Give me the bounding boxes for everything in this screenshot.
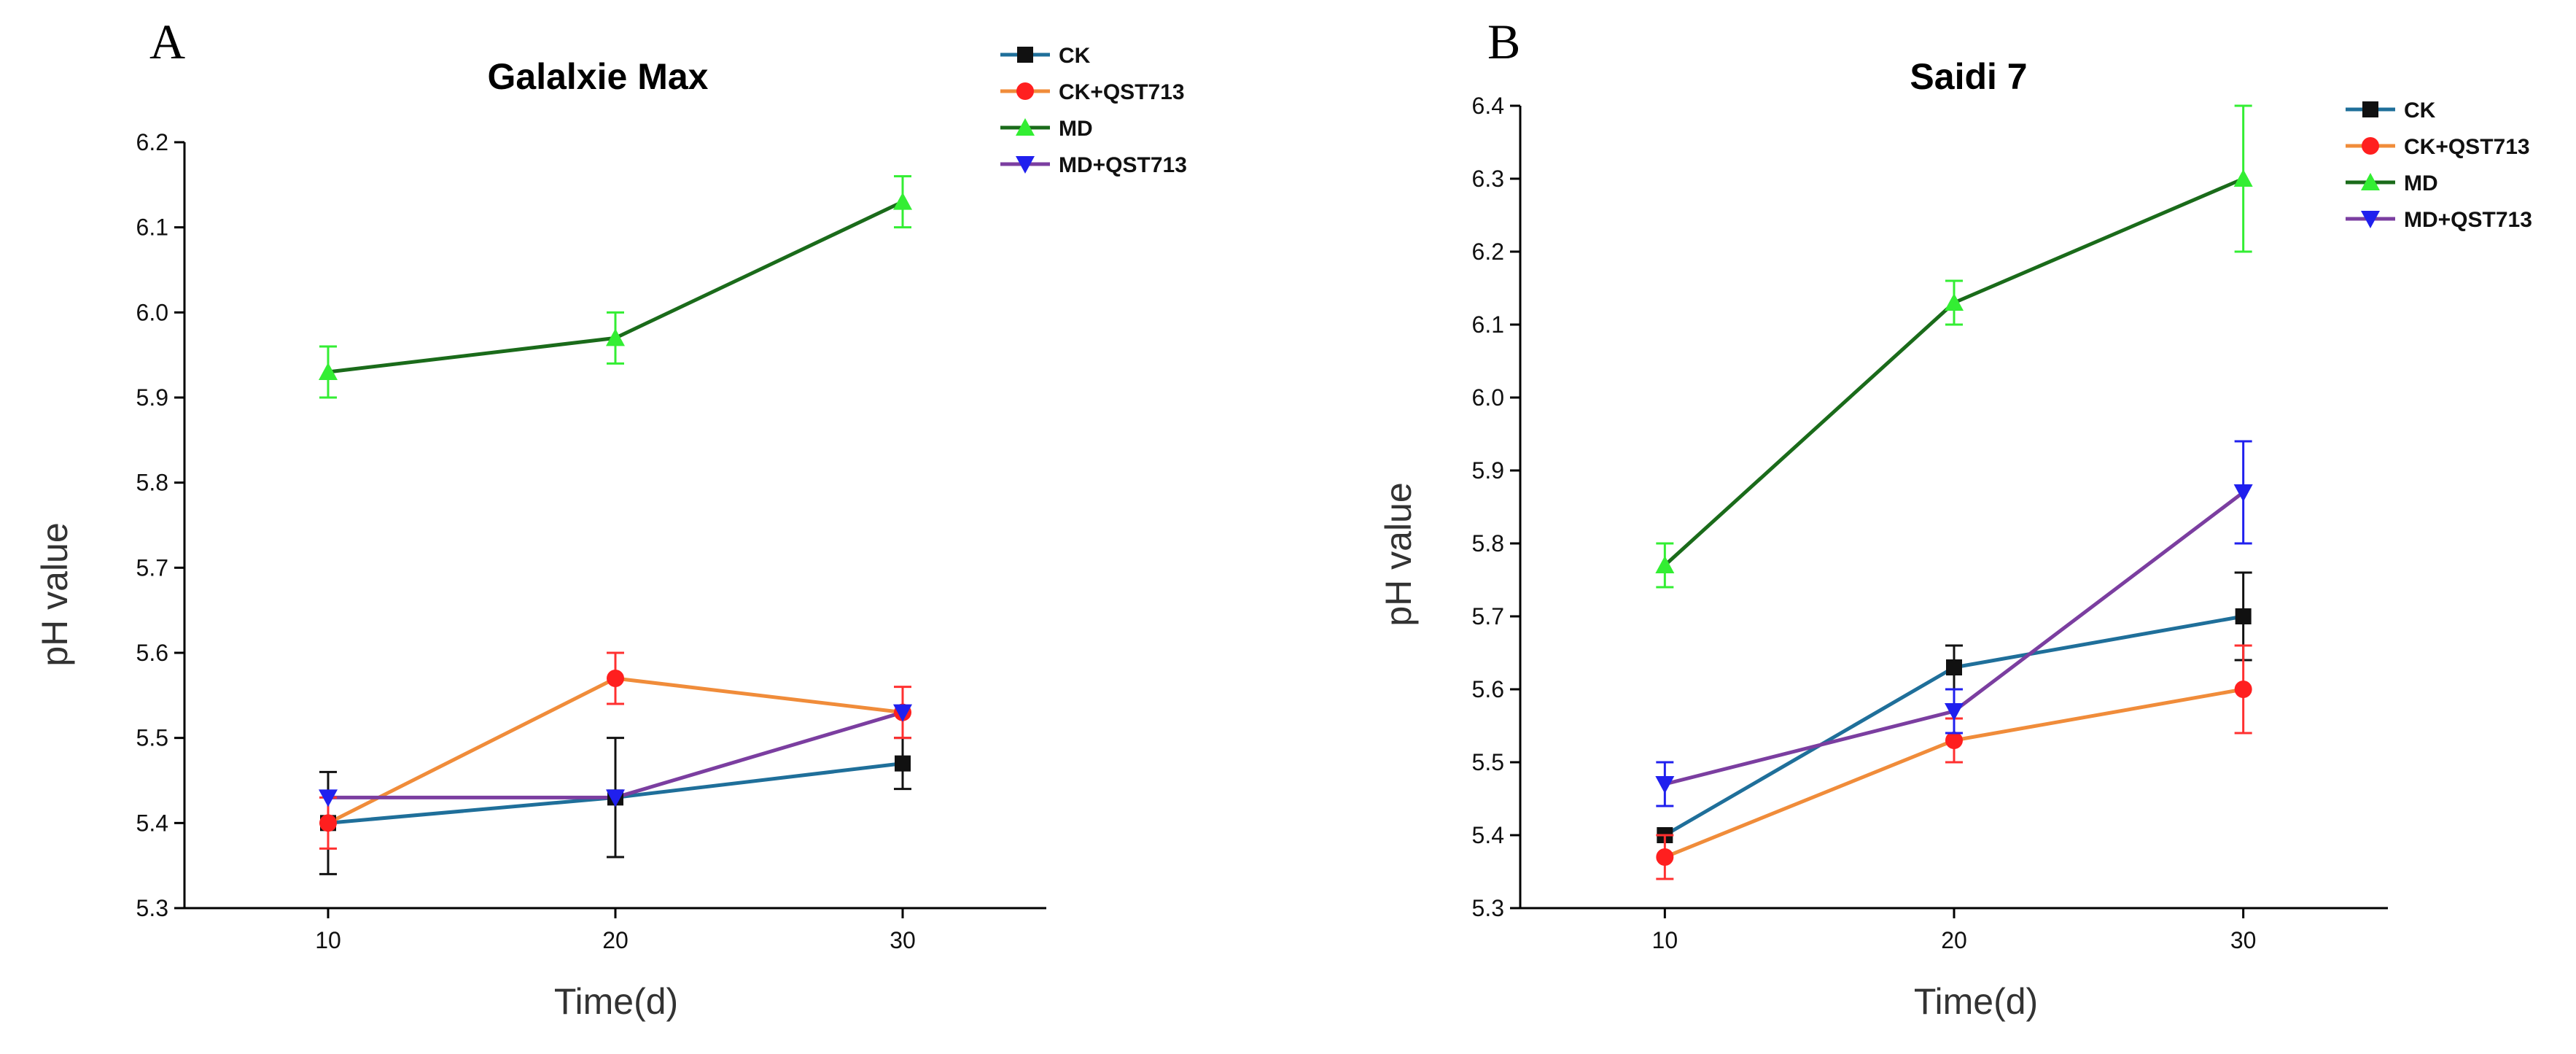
panel-a-legend-md-qst713-marker <box>1016 156 1035 174</box>
panel-b-legend-md-qst713-marker <box>2361 211 2380 228</box>
panel-b-y-tick-label-4: 5.7 <box>1472 603 1504 629</box>
panel-a-series-md-qst713-point-2 <box>893 704 912 722</box>
panel-b-series-ck-qst713-point-1 <box>1945 732 1963 749</box>
panel-b-series-ck-qst713-point-2 <box>2234 681 2252 698</box>
panel-b-y-tick-label-3: 5.6 <box>1472 676 1504 702</box>
panel-a-legend-ck-label: CK <box>1059 44 1091 68</box>
panel-a-x-axis-label: Time(d) <box>554 981 678 1022</box>
panel-a-series-ck-point-2 <box>895 755 911 772</box>
panel-b-legend-item-ck: CK <box>2346 98 2436 123</box>
panel-b-title: Saidi 7 <box>1910 56 2027 97</box>
panel-b-x-tick-label-2: 30 <box>2230 927 2257 953</box>
panel-a-y-tick-label-2: 5.5 <box>136 725 168 751</box>
panel-a-y-tick-label-8: 6.1 <box>136 214 168 241</box>
panel-a: A Galalxie Max 5.3 5.4 5.5 5.6 5.7 5.8 5.9 6.0 6… <box>34 14 1187 1022</box>
panel-b-series-ck-point-2 <box>2235 608 2252 624</box>
panel-a-plot: 5.3 5.4 5.5 5.6 5.7 5.8 5.9 6.0 6.1 6.2 10 20 30 <box>136 129 1046 953</box>
panel-b-y-tick-label-6: 5.9 <box>1472 457 1504 484</box>
panel-a-legend-ck-qst713-marker <box>1016 82 1034 100</box>
panel-b-y-tick-label-2: 5.5 <box>1472 749 1504 775</box>
panel-b-x-tick-label-1: 20 <box>1941 927 1967 953</box>
panel-a-y-tick-label-7: 6.0 <box>136 299 168 325</box>
panel-a-legend-ck-qst713-label: CK+QST713 <box>1059 80 1185 104</box>
panel-b-series-md-qst713-point-2 <box>2233 484 2253 502</box>
panel-b-legend-md-marker <box>2361 173 2380 190</box>
panel-b-legend-ck-qst713-label: CK+QST713 <box>2404 135 2530 159</box>
panel-a-legend-item-ck: CK <box>1000 44 1091 68</box>
panel-b-letter: B <box>1487 14 1520 69</box>
panel-a-legend-md-qst713-label: MD+QST713 <box>1059 153 1187 177</box>
panel-b-series-md-point-1 <box>1945 293 1964 311</box>
panel-b-legend-item-md-qst713: MD+QST713 <box>2346 208 2532 232</box>
panel-b-legend-md-label: MD <box>2404 171 2438 195</box>
panel-b-legend-item-md: MD <box>2346 171 2438 195</box>
panel-a-legend-md-marker <box>1016 118 1035 136</box>
panel-b-series-md-point-2 <box>2233 169 2253 187</box>
panel-b-plot: 5.3 5.4 5.5 5.6 5.7 5.8 5.9 6.0 6.1 6.2 6.3 6.4 10 20… <box>1472 93 2388 953</box>
panel-b-legend-ck-marker <box>2362 101 2378 117</box>
panel-b-y-tick-label-0: 5.3 <box>1472 895 1504 921</box>
panel-a-series-md-point-2 <box>893 192 912 210</box>
panel-a-legend-ck-marker <box>1017 47 1033 63</box>
panel-a-y-tick-label-1: 5.4 <box>136 810 168 836</box>
panel-a-y-tick-label-5: 5.8 <box>136 470 168 496</box>
panel-b-series-ck-qst713-point-0 <box>1656 848 1674 866</box>
panel-b-series-md-qst713-point-0 <box>1655 776 1675 794</box>
panel-b: B Saidi 7 5.3 5.4 5.5 5.6 5.7 5.8 5.9 6.0 6.1 6.2… <box>1378 14 2532 1022</box>
panel-a-series-ck-qst713-point-1 <box>607 670 624 687</box>
panel-a-x-tick-label-2: 30 <box>890 927 916 953</box>
panel-a-legend: CK CK+QST713 MD MD+QST713 <box>1000 44 1187 177</box>
panel-a-y-tick-label-6: 5.9 <box>136 384 168 411</box>
panel-b-y-tick-label-9: 6.2 <box>1472 239 1504 265</box>
panel-b-series-md-line <box>1663 177 2244 567</box>
panel-b-legend-ck-label: CK <box>2404 98 2436 123</box>
panel-b-y-tick-label-8: 6.1 <box>1472 311 1504 338</box>
panel-b-legend: CK CK+QST713 MD MD+QST713 <box>2346 98 2532 232</box>
panel-a-y-tick-label-9: 6.2 <box>136 129 168 155</box>
panel-b-y-tick-label-1: 5.4 <box>1472 822 1504 848</box>
panel-a-y-tick-label-3: 5.6 <box>136 640 168 666</box>
panel-a-series-md-point-1 <box>606 328 625 346</box>
panel-b-legend-md-qst713-label: MD+QST713 <box>2404 208 2532 232</box>
panel-b-y-tick-label-10: 6.3 <box>1472 166 1504 192</box>
panel-a-series-md-qst713-point-1 <box>606 789 625 807</box>
panel-b-series-md-point-0 <box>1655 556 1675 573</box>
panel-b-series-md-qst713-point-1 <box>1945 703 1964 721</box>
panel-b-y-axis-label: pH value <box>1378 482 1419 626</box>
panel-a-title: Galalxie Max <box>488 56 709 97</box>
panel-a-series-md-point-0 <box>319 363 338 380</box>
panel-b-legend-ck-qst713-marker <box>2362 137 2379 155</box>
panel-a-legend-item-md: MD <box>1000 117 1093 141</box>
panel-b-y-tick-label-7: 6.0 <box>1472 384 1504 411</box>
panel-a-series-ck-qst713-point-0 <box>319 814 337 832</box>
panel-a-y-tick-label-0: 5.3 <box>136 895 168 921</box>
panel-a-x-tick-label-1: 20 <box>602 927 629 953</box>
panel-a-letter: A <box>149 14 185 69</box>
panel-a-legend-item-md-qst713: MD+QST713 <box>1000 153 1187 177</box>
panel-a-legend-md-label: MD <box>1059 117 1093 141</box>
panel-b-y-tick-label-11: 6.4 <box>1472 93 1504 119</box>
panel-b-x-axis-label: Time(d) <box>1914 981 2038 1022</box>
panel-a-x-tick-label-0: 10 <box>315 927 341 953</box>
panel-b-legend-item-ck-qst713: CK+QST713 <box>2346 135 2530 159</box>
panel-a-y-axis-label: pH value <box>34 522 75 666</box>
panel-a-y-tick-label-4: 5.7 <box>136 554 168 581</box>
panel-b-y-tick-label-5: 5.8 <box>1472 530 1504 557</box>
panel-a-series-md-qst713-point-0 <box>319 789 338 807</box>
panel-b-x-tick-label-0: 10 <box>1652 927 1678 953</box>
panel-b-series-ck-point-1 <box>1946 659 1962 675</box>
panel-a-legend-item-ck-qst713: CK+QST713 <box>1000 80 1185 104</box>
